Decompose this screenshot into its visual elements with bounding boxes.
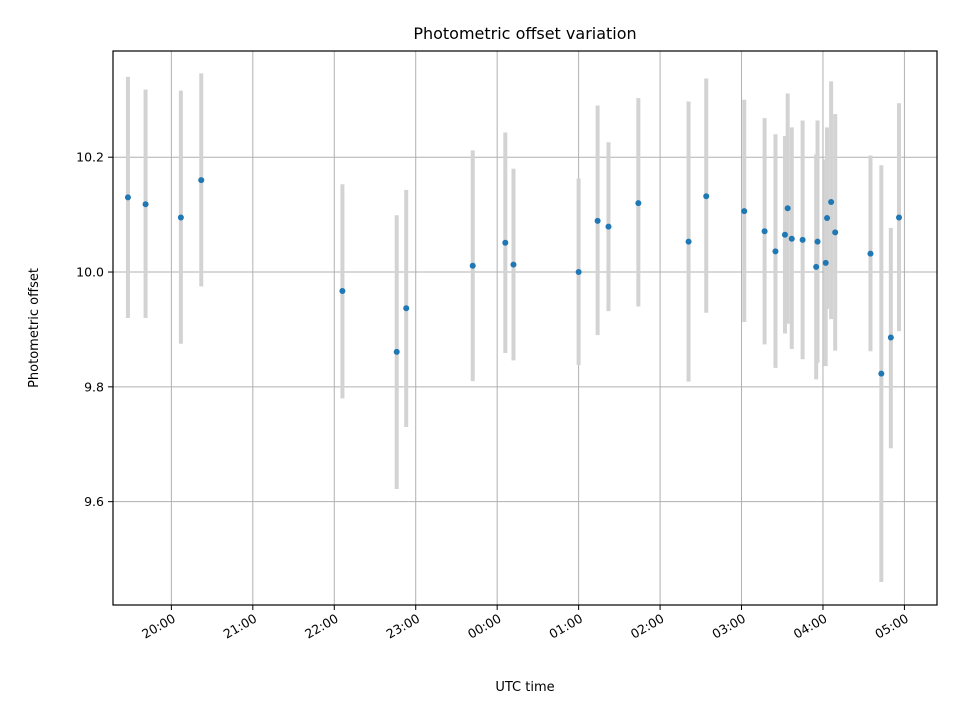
x-axis-ticks: 20:00 21:00 22:00 23:00 00:00 01:00 02:00 03:00… <box>139 605 911 642</box>
x-tick-label: 22:00 <box>302 611 341 642</box>
data-point <box>867 250 874 257</box>
data-point <box>832 229 839 236</box>
data-point <box>703 193 710 200</box>
data-point <box>799 236 806 243</box>
data-point <box>814 238 821 245</box>
data-point <box>469 262 476 269</box>
data-point <box>685 238 692 245</box>
x-tick-label: 20:00 <box>139 611 178 642</box>
x-tick-label: 05:00 <box>872 611 911 642</box>
y-axis-ticks: 9.6 9.8 10.0 10.2 <box>76 150 113 509</box>
data-point <box>788 235 795 242</box>
data-point <box>142 201 149 208</box>
data-point <box>124 194 131 201</box>
x-tick-label: 01:00 <box>546 611 585 642</box>
data-point <box>339 287 346 294</box>
data-point <box>635 200 642 207</box>
data-point <box>605 223 612 230</box>
y-tick-label: 10.0 <box>76 265 104 280</box>
data-point <box>741 208 748 215</box>
data-point <box>824 215 831 222</box>
error-bars <box>125 73 901 583</box>
y-axis-label: Photometric offset <box>27 268 42 388</box>
data-point <box>177 214 184 221</box>
grid <box>113 51 937 605</box>
data-point <box>761 228 768 235</box>
x-tick-label: 02:00 <box>628 611 667 642</box>
chart-title: Photometric offset variation <box>413 24 636 43</box>
data-point <box>887 334 894 341</box>
data-point <box>393 348 400 355</box>
x-tick-label: 00:00 <box>465 611 504 642</box>
x-axis-label: UTC time <box>495 680 554 695</box>
x-tick-label: 23:00 <box>384 611 423 642</box>
data-point <box>510 261 517 268</box>
data-point <box>198 177 205 184</box>
y-tick-label: 10.2 <box>76 150 104 165</box>
data-point <box>895 214 902 221</box>
data-point <box>772 248 779 255</box>
x-tick-label: 21:00 <box>221 611 260 642</box>
data-point <box>502 239 509 246</box>
data-point <box>828 198 835 205</box>
y-tick-label: 9.8 <box>84 379 104 394</box>
plot-frame <box>112 50 938 606</box>
y-tick-label: 9.6 <box>84 494 104 509</box>
data-points <box>124 177 902 377</box>
data-point <box>594 217 601 224</box>
data-point <box>575 269 582 276</box>
x-tick-label: 03:00 <box>709 611 748 642</box>
data-point <box>784 205 791 212</box>
x-tick-label: 04:00 <box>791 611 830 642</box>
data-point <box>878 370 885 377</box>
data-point <box>403 305 410 312</box>
data-point <box>813 263 820 270</box>
data-point <box>781 231 788 238</box>
data-point <box>822 259 829 266</box>
